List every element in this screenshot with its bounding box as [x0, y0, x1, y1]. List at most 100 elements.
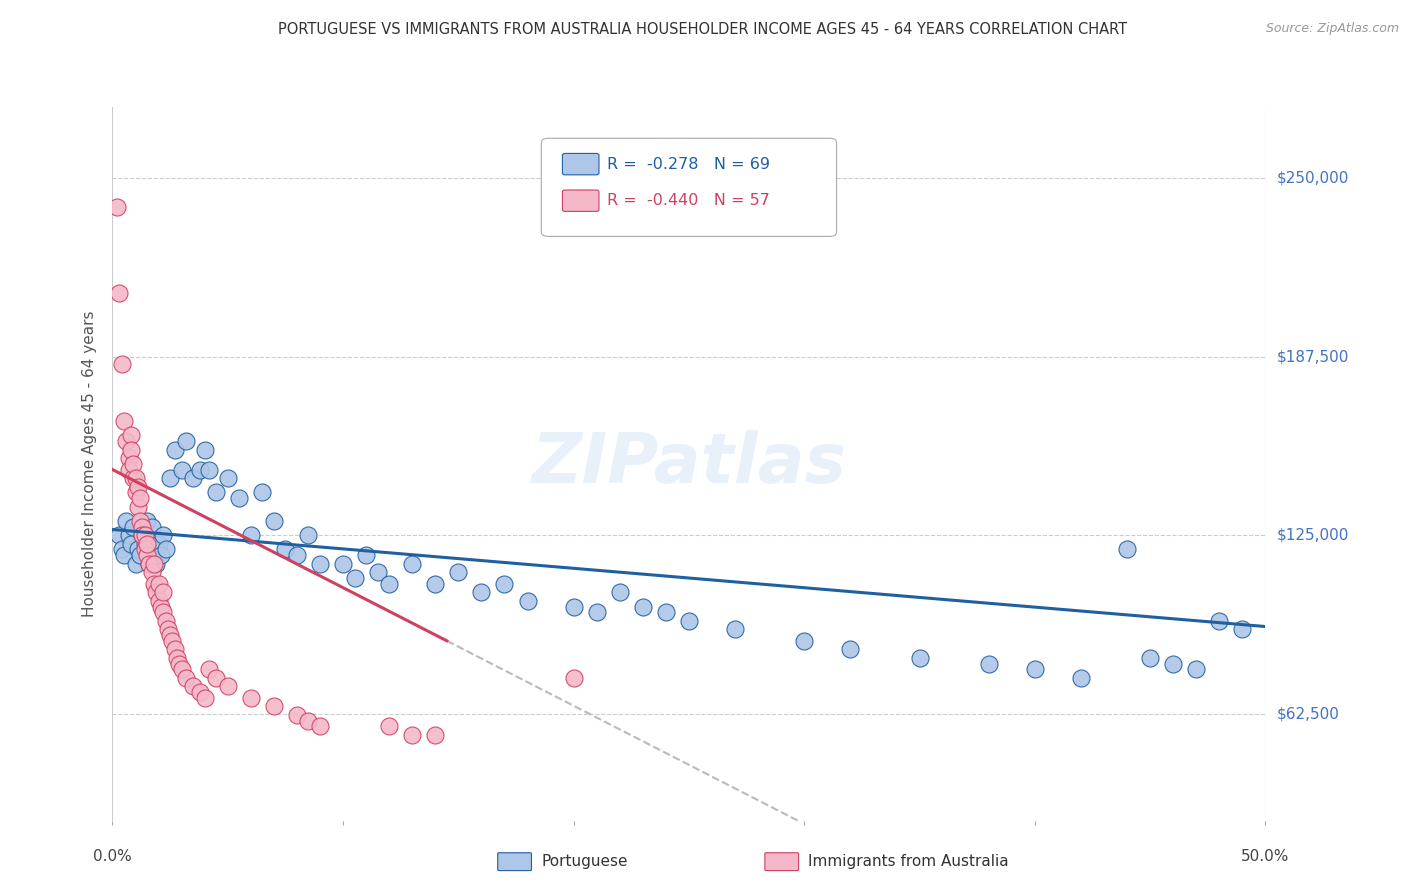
Point	[198, 662, 221, 676]
Point	[155, 614, 177, 628]
Point	[1208, 614, 1230, 628]
Point	[115, 514, 138, 528]
Point	[297, 714, 319, 728]
Point	[134, 537, 156, 551]
Point	[263, 514, 285, 528]
Point	[217, 471, 239, 485]
Point	[378, 576, 401, 591]
Point	[145, 557, 167, 571]
Text: 0.0%: 0.0%	[93, 849, 132, 864]
Point	[170, 462, 193, 476]
Point	[252, 485, 274, 500]
Point	[149, 548, 172, 562]
Point	[309, 719, 332, 733]
Point	[120, 537, 142, 551]
Point	[562, 671, 585, 685]
Point	[122, 519, 145, 533]
Point	[156, 623, 179, 637]
Point	[285, 548, 308, 562]
Point	[678, 614, 700, 628]
Point	[1232, 623, 1254, 637]
Point	[108, 528, 131, 542]
Text: R =  -0.440   N = 57: R = -0.440 N = 57	[607, 194, 770, 208]
Text: Portuguese: Portuguese	[541, 855, 628, 869]
Point	[239, 690, 262, 705]
Point	[354, 548, 377, 562]
Point	[425, 728, 447, 742]
Point	[124, 557, 146, 571]
Text: PORTUGUESE VS IMMIGRANTS FROM AUSTRALIA HOUSEHOLDER INCOME AGES 45 - 64 YEARS CO: PORTUGUESE VS IMMIGRANTS FROM AUSTRALIA …	[278, 22, 1128, 37]
Point	[122, 471, 145, 485]
Point	[134, 528, 156, 542]
Point	[378, 719, 401, 733]
Point	[127, 542, 149, 557]
Point	[343, 571, 366, 585]
Point	[793, 633, 815, 648]
Point	[285, 708, 308, 723]
Point	[655, 605, 678, 619]
Point	[217, 680, 239, 694]
Point	[516, 594, 538, 608]
Point	[205, 485, 228, 500]
Point	[609, 585, 631, 599]
Point	[174, 671, 197, 685]
Point	[112, 414, 135, 428]
Point	[105, 200, 128, 214]
Point	[111, 542, 134, 557]
Point	[1116, 542, 1139, 557]
Point	[367, 566, 389, 580]
Point	[169, 657, 191, 671]
Point	[148, 576, 170, 591]
Point	[127, 480, 149, 494]
Point	[194, 442, 217, 457]
Point	[205, 671, 228, 685]
Point	[136, 548, 159, 562]
Point	[129, 514, 152, 528]
Point	[447, 566, 470, 580]
Point	[155, 542, 177, 557]
Point	[188, 685, 211, 699]
Point	[174, 434, 197, 448]
Point	[274, 542, 297, 557]
Point	[188, 462, 211, 476]
Point	[1024, 662, 1046, 676]
Text: $187,500: $187,500	[1277, 350, 1348, 364]
Point	[159, 471, 181, 485]
Point	[112, 548, 135, 562]
Point	[141, 566, 163, 580]
Point	[148, 594, 170, 608]
Point	[159, 628, 181, 642]
Text: ZIPatlas: ZIPatlas	[531, 430, 846, 498]
Point	[124, 485, 146, 500]
Text: Source: ZipAtlas.com: Source: ZipAtlas.com	[1265, 22, 1399, 36]
Text: $250,000: $250,000	[1277, 171, 1348, 186]
Point	[131, 528, 153, 542]
Point	[143, 557, 166, 571]
Text: Immigrants from Australia: Immigrants from Australia	[808, 855, 1010, 869]
Point	[131, 528, 153, 542]
Point	[181, 471, 204, 485]
Point	[494, 576, 516, 591]
Point	[239, 528, 262, 542]
Point	[131, 519, 153, 533]
Point	[129, 548, 152, 562]
Point	[152, 605, 174, 619]
Point	[309, 557, 332, 571]
Point	[120, 442, 142, 457]
Point	[129, 491, 152, 505]
Point	[122, 457, 145, 471]
Point	[136, 537, 159, 551]
Point	[163, 442, 186, 457]
Text: R =  -0.278   N = 69: R = -0.278 N = 69	[607, 157, 770, 171]
Point	[470, 585, 492, 599]
Point	[111, 357, 134, 371]
Point	[228, 491, 250, 505]
Point	[194, 690, 217, 705]
Point	[170, 662, 193, 676]
Point	[148, 537, 170, 551]
Point	[138, 557, 160, 571]
Point	[143, 542, 166, 557]
Text: $62,500: $62,500	[1277, 706, 1340, 721]
Point	[839, 642, 862, 657]
Point	[136, 514, 159, 528]
